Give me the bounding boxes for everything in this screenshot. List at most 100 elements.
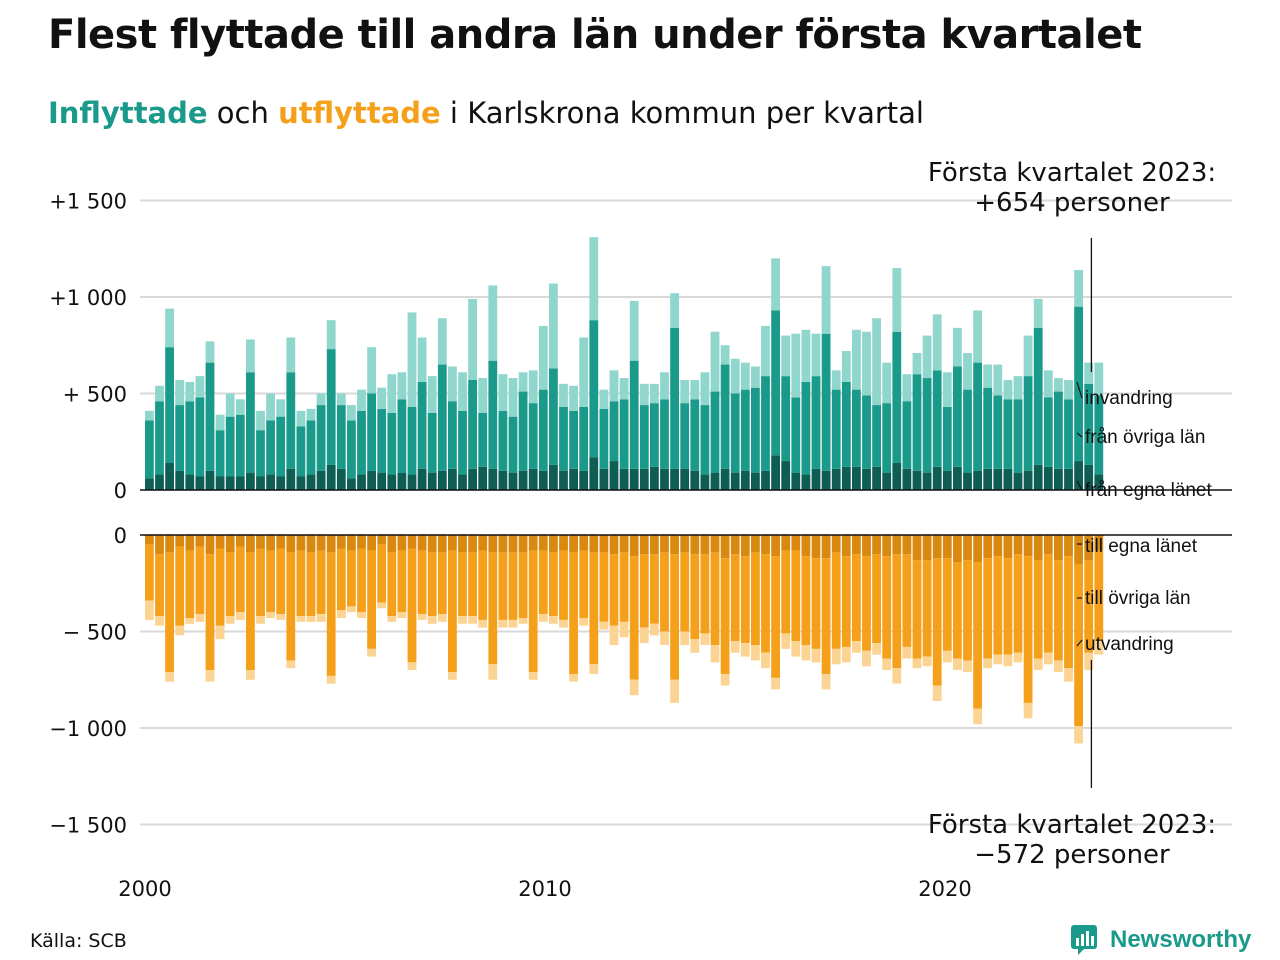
bar-out-emigration [1064, 668, 1073, 682]
bar-in-other [316, 405, 326, 471]
bar-in-other [841, 381, 851, 467]
bar-in-other [872, 405, 881, 467]
bar-out-other [165, 552, 174, 673]
bar-out-other [437, 552, 447, 615]
bar-out-other [225, 552, 235, 617]
bar-in-other [761, 376, 770, 471]
bar-out-other [488, 552, 498, 665]
series-label-in-local: från egna länet [1085, 480, 1212, 501]
bar-out-other [569, 552, 578, 674]
bar-out-emigration [336, 610, 346, 618]
bar-in-local [538, 470, 548, 490]
bar-out-local [710, 535, 720, 553]
bar-out-other [963, 560, 972, 661]
bar-out-local [1023, 535, 1033, 557]
bar-out-local [639, 535, 649, 555]
bar-out-other [276, 548, 286, 615]
bar-in-local [771, 455, 780, 490]
bar-in-immigration [528, 370, 538, 404]
bar-in-other [306, 420, 316, 475]
bar-out-local [508, 535, 518, 553]
bar-in-immigration [286, 337, 296, 373]
bar-in-local [1023, 470, 1033, 490]
bar-out-emigration [1003, 654, 1013, 667]
bar-in-immigration [680, 379, 690, 404]
bar-out-local [1094, 535, 1104, 551]
bar-out-emigration [761, 652, 770, 669]
bar-in-local [942, 470, 952, 490]
bar-in-local [599, 468, 609, 490]
bar-in-immigration [862, 331, 871, 396]
bar-out-emigration [559, 619, 568, 628]
bar-out-local [720, 535, 730, 559]
bar-out-other [852, 554, 861, 642]
annotation-top-text: Första kvartalet 2023: [928, 158, 1216, 188]
bar-in-other [1013, 399, 1023, 473]
bar-out-other [458, 552, 467, 617]
bar-out-local [1054, 535, 1063, 561]
bar-out-emigration [831, 648, 841, 665]
x-tick-label: 2000 [118, 877, 171, 901]
bar-out-local [145, 535, 154, 545]
annotation-bottom-text: Första kvartalet 2023: [928, 810, 1216, 840]
bar-out-emigration [1033, 658, 1043, 671]
bar-out-other [660, 552, 669, 632]
bar-in-local [973, 470, 982, 490]
bar-out-local [973, 535, 982, 563]
bar-in-other [397, 399, 407, 473]
bar-in-immigration [296, 410, 306, 427]
bar-in-other [518, 391, 528, 471]
bar-in-local [852, 466, 861, 490]
bar-in-other [629, 360, 639, 469]
bar-in-local [589, 457, 599, 490]
bar-in-local [417, 468, 427, 490]
bar-in-immigration [185, 381, 195, 402]
bar-in-immigration [791, 333, 801, 398]
gridlines [140, 199, 1232, 826]
bar-in-other [1064, 399, 1073, 469]
annotation-bottom-text: −572 personer [974, 840, 1170, 870]
bar-out-other [690, 554, 700, 640]
bar-out-local [983, 535, 993, 559]
bar-out-emigration [912, 658, 922, 669]
series-label-tick [1076, 432, 1083, 438]
bar-in-local [165, 462, 174, 490]
bar-in-local [761, 470, 770, 490]
bar-in-other [892, 331, 902, 463]
bar-in-local [619, 468, 629, 490]
bar-out-local [882, 535, 892, 557]
bar-in-local [397, 472, 407, 490]
bar-in-other [670, 327, 679, 469]
bar-out-emigration [427, 616, 437, 624]
labels: +1 500 +1 000 + 500 0 0 − 500 −1 000 −1 500 inva… [49, 158, 1216, 901]
bar-in-other [589, 320, 599, 458]
bar-out-emigration [458, 616, 467, 624]
bar-out-local [427, 535, 437, 553]
bar-out-other [336, 548, 346, 611]
bar-out-emigration [407, 662, 417, 671]
bar-in-immigration [569, 385, 578, 411]
bar-in-other [781, 376, 791, 462]
bar-out-local [175, 535, 185, 547]
bar-in-local [145, 478, 154, 490]
bar-in-local [922, 472, 932, 490]
bar-out-emigration [609, 625, 619, 646]
bar-in-immigration [165, 308, 174, 348]
bar-in-other [902, 401, 912, 469]
bar-out-other [367, 550, 376, 649]
bar-in-immigration [266, 393, 275, 421]
bar-in-other [609, 401, 619, 462]
bar-in-other [912, 374, 922, 471]
newsworthy-logo[interactable]: Newsworthy [1070, 924, 1251, 956]
bar-out-other [235, 546, 245, 613]
bar-out-other [639, 554, 649, 628]
bar-in-other [852, 389, 861, 467]
bar-in-other [185, 401, 195, 475]
bar-out-other [791, 550, 801, 642]
bar-in-other [407, 407, 417, 475]
bar-out-other [650, 554, 659, 624]
bar-out-other [246, 552, 255, 671]
bar-in-other [215, 430, 225, 477]
bar-out-other [902, 554, 912, 647]
bar-in-other [791, 397, 801, 473]
